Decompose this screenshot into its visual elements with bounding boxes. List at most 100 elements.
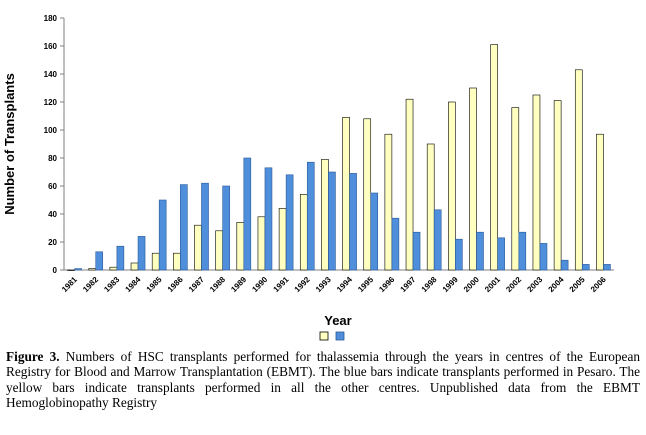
bar-yellow-1992 [299, 194, 308, 271]
x-tick-label: 1986 [166, 275, 185, 294]
bar-yellow-1999 [448, 101, 456, 271]
bar-yellow-1989 [236, 222, 245, 271]
bar-yellow-1981 [67, 269, 75, 271]
x-tick-label: 2006 [589, 275, 608, 294]
x-tick-label: 2001 [483, 275, 502, 294]
bar-blue-1995 [370, 192, 379, 271]
bar-yellow-1997 [405, 98, 414, 271]
x-tick-label: 2005 [568, 275, 587, 294]
y-tick-label: 160 [44, 42, 58, 51]
x-tick-label: 1999 [441, 275, 460, 294]
bar-blue-1983 [116, 245, 125, 271]
y-tick-label: 140 [44, 70, 58, 79]
bar-yellow-1986 [173, 252, 181, 271]
bar-yellow-2004 [553, 100, 562, 271]
bar-blue-1994 [349, 173, 357, 271]
bar-blue-2004 [560, 259, 569, 271]
bar-blue-1992 [306, 161, 315, 271]
x-tick-label: 1988 [208, 275, 227, 294]
y-axis-title: Number of Transplants [2, 73, 17, 215]
bar-yellow-1983 [109, 266, 118, 271]
y-tick-label: 80 [48, 154, 57, 163]
x-tick-label: 1981 [60, 275, 79, 294]
bar-yellow-1994 [342, 117, 350, 271]
x-tick-label: 1992 [293, 275, 312, 294]
bar-blue-1989 [243, 157, 252, 271]
x-tick-label: 1984 [124, 275, 143, 294]
bar-blue-1996 [391, 217, 400, 271]
bar-blue-1985 [158, 199, 167, 271]
bar-yellow-2003 [532, 94, 541, 271]
x-tick-label: 1990 [250, 275, 269, 294]
x-tick-label: 2000 [462, 275, 481, 294]
x-tick-label: 1997 [399, 275, 418, 294]
bar-yellow-1998 [426, 143, 435, 271]
legend [319, 331, 345, 341]
bar-yellow-1991 [278, 208, 287, 271]
y-tick-label: 0 [53, 266, 58, 275]
x-tick-label: 1996 [377, 275, 396, 294]
bar-yellow-1987 [194, 224, 202, 271]
bar-yellow-1995 [363, 118, 372, 271]
bar-yellow-2000 [469, 87, 477, 271]
bar-yellow-1982 [88, 268, 97, 271]
bar-yellow-1993 [321, 159, 329, 271]
x-tick-label: 1994 [335, 275, 354, 294]
x-tick-label: 2002 [504, 275, 523, 294]
y-tick-label: 40 [48, 210, 57, 219]
y-tick-label: 180 [44, 14, 58, 23]
bar-yellow-2005 [574, 69, 583, 271]
bar-blue-1991 [285, 174, 294, 271]
figure-caption: Figure 3. Numbers of HSC transplants per… [6, 349, 640, 410]
bar-yellow-1990 [257, 216, 266, 271]
bar-blue-2005 [581, 264, 590, 271]
bar-blue-1993 [328, 171, 336, 271]
bar-blue-1998 [433, 209, 442, 271]
bar-yellow-2006 [596, 133, 604, 271]
x-tick-label: 2004 [547, 275, 566, 294]
x-tick-label: 1989 [229, 275, 248, 294]
bar-blue-1986 [180, 184, 188, 271]
x-tick-labels: 1981 1982 1983 1984 1985 1986 1987 1988 1989 1990… [60, 275, 608, 294]
bar-blue-1988 [222, 185, 230, 271]
bar-blue-2006 [603, 264, 611, 271]
bar-yellow-2001 [490, 44, 498, 271]
bar-yellow-1996 [384, 133, 393, 271]
bar-blue-1984 [137, 236, 146, 271]
bar-yellow-1984 [130, 262, 139, 271]
y-tick-label: 20 [48, 238, 57, 247]
x-tick-label: 1985 [145, 275, 164, 294]
x-tick-label: 1983 [102, 275, 121, 294]
x-tick-label: 1982 [81, 275, 100, 294]
y-tick-label: 120 [44, 98, 58, 107]
bar-blue-1999 [455, 238, 463, 271]
x-axis-title: Year [324, 313, 351, 328]
bars [67, 44, 611, 271]
x-tick-label: 1993 [314, 275, 333, 294]
x-tick-label: 1995 [356, 275, 375, 294]
caption-text: Numbers of HSC transplants performed for… [6, 349, 640, 410]
bar-blue-1997 [412, 231, 421, 271]
legend-swatch-yellow [319, 331, 329, 341]
y-tick-labels: 0 20 40 60 80 100 120 140 160 180 [44, 14, 64, 275]
y-tick-label: 60 [48, 182, 57, 191]
bar-chart: 1981 1982 1983 1984 1985 1986 1987 1988 1989 1990… [2, 14, 614, 341]
caption-label: Figure 3. [6, 349, 60, 364]
bar-blue-2000 [476, 231, 484, 271]
bar-yellow-1985 [151, 252, 160, 271]
bar-blue-2003 [539, 243, 548, 271]
bar-blue-1981 [74, 268, 82, 271]
bar-blue-1990 [264, 167, 273, 271]
y-tick-label: 100 [44, 126, 58, 135]
x-tick-label: 1998 [420, 275, 439, 294]
bar-yellow-2002 [511, 107, 520, 271]
x-tick-label: 1987 [187, 275, 206, 294]
x-tick-label: 1991 [272, 275, 291, 294]
plot-area [63, 18, 614, 271]
bar-blue-2001 [497, 237, 505, 271]
bar-blue-2002 [518, 231, 527, 271]
bar-blue-1987 [201, 182, 209, 271]
bar-blue-1982 [95, 251, 104, 271]
legend-swatch-blue [335, 331, 345, 341]
bar-yellow-1988 [215, 230, 223, 271]
